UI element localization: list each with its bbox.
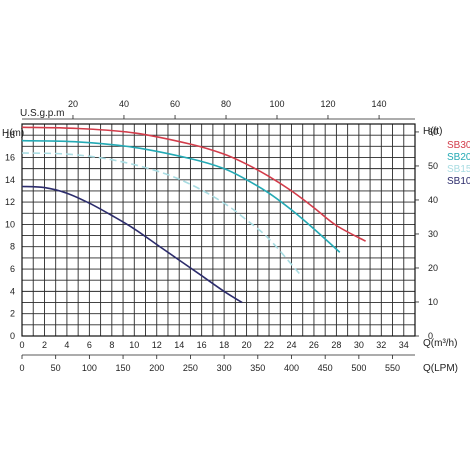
lpm-tick-label: 500 bbox=[351, 363, 366, 373]
x-tick-label: 20 bbox=[242, 340, 252, 350]
lpm-tick-label: 400 bbox=[284, 363, 299, 373]
x-tick-label: 32 bbox=[376, 340, 386, 350]
top-tick-label: 120 bbox=[320, 99, 335, 109]
top-tick-label: 20 bbox=[68, 99, 78, 109]
x-tick-label: 14 bbox=[174, 340, 184, 350]
lpm-axis-label: Q(LPM) bbox=[423, 363, 458, 374]
curve-sb10 bbox=[21, 185, 243, 304]
chart-grid bbox=[21, 123, 416, 337]
y-right-tick-label: 10 bbox=[428, 297, 438, 307]
x-tick-label: 18 bbox=[219, 340, 229, 350]
lpm-tick-label: 200 bbox=[149, 363, 164, 373]
curve-sb30 bbox=[21, 126, 366, 242]
y-left-tick-label: 6 bbox=[10, 264, 15, 274]
legend-sb10: SB10 bbox=[447, 176, 470, 187]
lpm-tick-label: 300 bbox=[217, 363, 232, 373]
top-tick-label: 40 bbox=[119, 99, 129, 109]
x-tick-label: 10 bbox=[129, 340, 139, 350]
y-left-tick-label: 0 bbox=[10, 331, 15, 341]
curve-sb20 bbox=[21, 139, 341, 253]
y-left-tick-label: 16 bbox=[5, 152, 15, 162]
plot-frame bbox=[21, 123, 416, 337]
x-tick-label: 4 bbox=[64, 340, 69, 350]
lpm-tick-label: 0 bbox=[19, 363, 24, 373]
lpm-tick-label: 100 bbox=[82, 363, 97, 373]
y-left-tick-label: 4 bbox=[10, 286, 15, 296]
lpm-tick-label: 550 bbox=[385, 363, 400, 373]
left-axis-label: H(m) bbox=[2, 128, 24, 139]
legend-sb20: SB20 bbox=[447, 152, 470, 163]
lpm-tick-label: 50 bbox=[51, 363, 61, 373]
x-tick-label: 16 bbox=[197, 340, 207, 350]
x-axis-label: Q(m³/h) bbox=[423, 338, 457, 349]
top-tick-label: 140 bbox=[372, 99, 387, 109]
y-right-tick-label: 60 bbox=[428, 127, 438, 137]
legend-sb15: SB15 bbox=[447, 164, 470, 175]
top-tick-label: 100 bbox=[269, 99, 284, 109]
lpm-tick-label: 450 bbox=[318, 363, 333, 373]
x-tick-label: 34 bbox=[399, 340, 409, 350]
x-tick-label: 2 bbox=[42, 340, 47, 350]
y-left-tick-label: 2 bbox=[10, 309, 15, 319]
legend-sb30: SB30 bbox=[447, 140, 470, 151]
lpm-tick-label: 150 bbox=[116, 363, 131, 373]
y-right-tick-label: 50 bbox=[428, 161, 438, 171]
y-left-tick-label: 18 bbox=[5, 130, 15, 140]
y-right-tick-label: 20 bbox=[428, 263, 438, 273]
x-tick-label: 12 bbox=[152, 340, 162, 350]
pump-curves bbox=[21, 126, 366, 304]
y-left-tick-label: 8 bbox=[10, 242, 15, 252]
x-tick-label: 24 bbox=[286, 340, 296, 350]
right-axis-label: H(ft) bbox=[423, 126, 442, 137]
x-tick-label: 22 bbox=[264, 340, 274, 350]
y-right-tick-label: 0 bbox=[428, 331, 433, 341]
x-tick-label: 0 bbox=[19, 340, 24, 350]
top-tick-label: 60 bbox=[170, 99, 180, 109]
top-axis-label: U.S.g.p.m bbox=[20, 108, 64, 119]
x-tick-label: 26 bbox=[309, 340, 319, 350]
x-tick-label: 28 bbox=[331, 340, 341, 350]
top-tick-label: 80 bbox=[221, 99, 231, 109]
y-right-tick-label: 30 bbox=[428, 229, 438, 239]
x-tick-label: 8 bbox=[109, 340, 114, 350]
curve-sb15 bbox=[21, 152, 300, 275]
x-tick-label: 6 bbox=[87, 340, 92, 350]
y-right-tick-label: 40 bbox=[428, 195, 438, 205]
lpm-tick-label: 250 bbox=[183, 363, 198, 373]
x-tick-label: 30 bbox=[354, 340, 364, 350]
y-left-tick-label: 14 bbox=[5, 175, 15, 185]
lpm-tick-label: 350 bbox=[250, 363, 265, 373]
y-left-tick-label: 12 bbox=[5, 197, 15, 207]
y-left-tick-label: 10 bbox=[5, 219, 15, 229]
